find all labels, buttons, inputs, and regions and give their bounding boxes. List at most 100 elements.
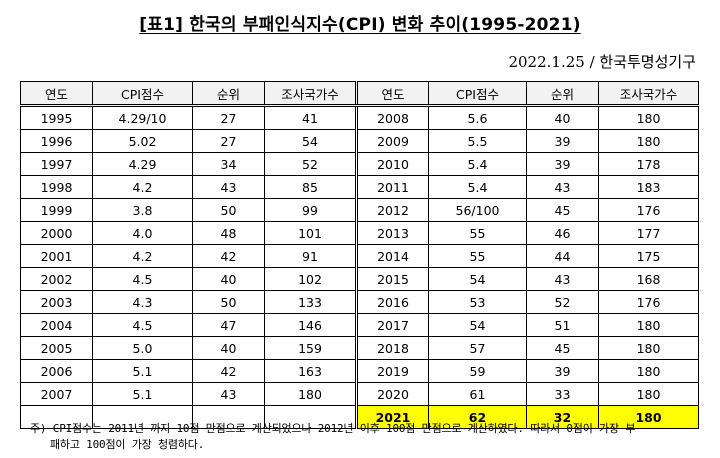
table-row: 1998 4.2 43 85 2011 5.4 43 183 (20, 175, 699, 199)
cell-cpi-score: 4.2 (92, 244, 193, 268)
cell-year: 1998 (20, 175, 93, 199)
cell-countries: 163 (264, 359, 357, 383)
cell-year: 2009 (355, 129, 429, 153)
cell-cpi-score: 5.0 (92, 336, 193, 360)
header-rank: 순위 (526, 81, 599, 107)
cell-countries: 176 (598, 198, 699, 222)
cell-cpi-score: 3.8 (92, 198, 193, 222)
cell-cpi-score: 55 (428, 244, 527, 268)
cell-cpi-score: 5.6 (428, 105, 527, 130)
cell-year: 2003 (20, 290, 93, 314)
cell-cpi-score: 62 (428, 405, 527, 429)
cell-cpi-score (92, 405, 193, 429)
table-row: 1997 4.29 34 52 2010 5.4 39 178 (20, 152, 699, 176)
cell-countries: 180 (264, 382, 357, 406)
table-row: 1996 5.02 27 54 2009 5.5 39 180 (20, 129, 699, 153)
cell-rank: 40 (192, 267, 265, 291)
cell-cpi-score: 4.29 (92, 152, 193, 176)
cell-countries: 178 (598, 152, 699, 176)
cell-year: 2011 (355, 175, 429, 199)
cell-countries: 183 (598, 175, 699, 199)
cell-cpi-score: 5.1 (92, 359, 193, 383)
cell-countries: 180 (598, 382, 699, 406)
cell-year: 2017 (355, 313, 429, 337)
cell-rank: 27 (192, 129, 265, 153)
cell-year: 2021 (355, 405, 429, 429)
cell-year: 1996 (20, 129, 93, 153)
cell-year: 1997 (20, 152, 93, 176)
cell-rank: 48 (192, 221, 265, 245)
cell-rank: 43 (192, 175, 265, 199)
cell-rank: 43 (526, 175, 599, 199)
cell-rank: 34 (192, 152, 265, 176)
cell-year: 2002 (20, 267, 93, 291)
cell-countries: 41 (264, 105, 357, 130)
table-row: 2006 5.1 42 163 2019 59 39 180 (20, 359, 699, 383)
cpi-trend-table: 연도 CPI점수 순위 조사국가수 연도 CPI점수 순위 조사국가수 1995… (20, 81, 699, 429)
header-cpi-score: CPI점수 (428, 81, 527, 107)
cell-year: 2012 (355, 198, 429, 222)
cell-year: 2006 (20, 359, 93, 383)
document-title: [표1] 한국의 부패인식지수(CPI) 변화 추이(1995-2021) (139, 15, 581, 35)
cell-year: 2010 (355, 152, 429, 176)
footnote-line: 패하고 100점이 가장 청렴하다. (50, 438, 205, 451)
cell-rank: 33 (526, 382, 599, 406)
cell-countries: 175 (598, 244, 699, 268)
cell-countries: 133 (264, 290, 357, 314)
cell-cpi-score: 4.5 (92, 313, 193, 337)
cell-year: 2004 (20, 313, 93, 337)
table-row: 1999 3.8 50 99 2012 56/100 45 176 (20, 198, 699, 222)
cell-countries: 99 (264, 198, 357, 222)
table-row: 1995 4.29/10 27 41 2008 5.6 40 180 (20, 105, 699, 130)
cell-cpi-score: 5.1 (92, 382, 193, 406)
cell-year: 2005 (20, 336, 93, 360)
table-row: 2021 62 32 180 (20, 405, 699, 429)
table-row: 2005 5.0 40 159 2018 57 45 180 (20, 336, 699, 360)
cell-countries: 180 (598, 359, 699, 383)
cell-rank: 39 (526, 152, 599, 176)
cell-countries: 180 (598, 129, 699, 153)
cell-cpi-score: 5.4 (428, 175, 527, 199)
cell-cpi-score: 57 (428, 336, 527, 360)
cell-year: 1995 (20, 105, 93, 130)
cell-year: 2001 (20, 244, 93, 268)
cell-rank: 45 (526, 336, 599, 360)
table-row: 2002 4.5 40 102 2015 54 43 168 (20, 267, 699, 291)
cell-cpi-score: 5.02 (92, 129, 193, 153)
cell-year: 1999 (20, 198, 93, 222)
cell-countries: 54 (264, 129, 357, 153)
cell-year: 2016 (355, 290, 429, 314)
cell-countries: 180 (598, 105, 699, 130)
cell-cpi-score: 59 (428, 359, 527, 383)
cell-rank: 43 (192, 382, 265, 406)
cell-countries: 146 (264, 313, 357, 337)
cell-cpi-score: 56/100 (428, 198, 527, 222)
cell-year: 2014 (355, 244, 429, 268)
cell-year: 2019 (355, 359, 429, 383)
cell-rank (192, 405, 265, 429)
cell-year: 2018 (355, 336, 429, 360)
cell-rank: 39 (526, 129, 599, 153)
cell-rank: 50 (192, 290, 265, 314)
cell-cpi-score: 61 (428, 382, 527, 406)
cell-rank: 32 (526, 405, 599, 429)
cell-rank: 42 (192, 244, 265, 268)
cell-rank: 52 (526, 290, 599, 314)
cell-cpi-score: 4.5 (92, 267, 193, 291)
table-row: 2003 4.3 50 133 2016 53 52 176 (20, 290, 699, 314)
source-line: 2022.1.25 / 한국투명성기구 (508, 53, 696, 71)
cell-rank: 42 (192, 359, 265, 383)
cell-rank: 39 (526, 359, 599, 383)
cell-countries: 176 (598, 290, 699, 314)
footnote: 주) CPI점수는 2011년 까지 10점 만점으로 계산되었으나 2012년… (30, 421, 700, 453)
cell-year: 2000 (20, 221, 93, 245)
cell-countries: 102 (264, 267, 357, 291)
cell-year: 2013 (355, 221, 429, 245)
cell-cpi-score: 5.4 (428, 152, 527, 176)
cell-countries: 180 (598, 313, 699, 337)
cell-rank: 51 (526, 313, 599, 337)
cell-year: 2007 (20, 382, 93, 406)
cell-rank: 45 (526, 198, 599, 222)
cell-countries: 52 (264, 152, 357, 176)
header-cpi-score: CPI점수 (92, 81, 193, 107)
